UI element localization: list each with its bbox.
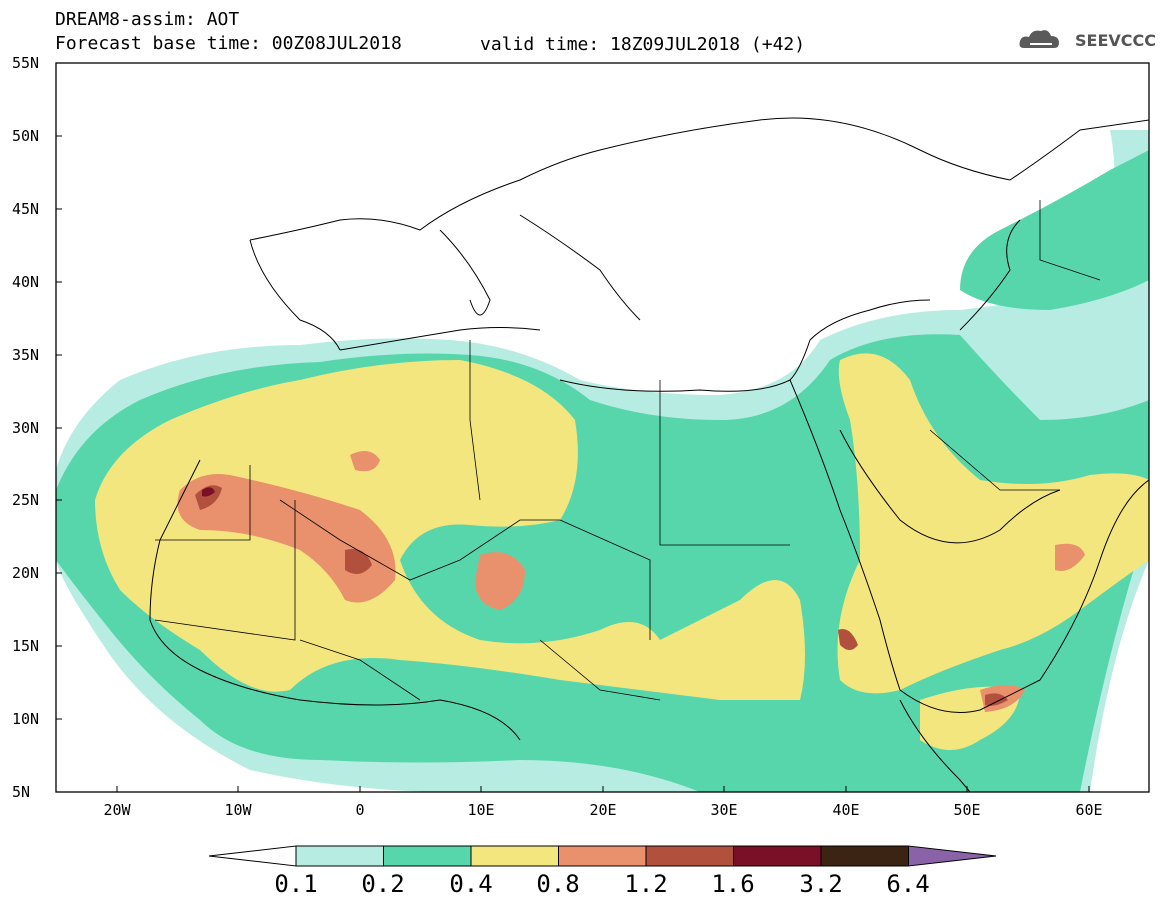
lat-label: 35N [12,346,40,364]
colorbar-seg-1 [295,845,384,867]
lat-label: 20N [12,564,40,582]
logo-text: SEEVCCC [1075,31,1156,50]
colorbar-seg-8 [908,845,997,867]
lon-label: 40E [832,801,860,819]
lat-label: 55N [12,54,40,72]
colorbar-seg-6 [733,845,822,867]
aot-band-1.2-c [985,693,1008,706]
lat-label: 25N [12,491,40,509]
colorbar-label: 0.4 [449,870,493,898]
lat-label: 50N [12,127,40,145]
lon-label: 50E [953,801,981,819]
aot-band-0.4 [95,360,805,700]
aot-band-1.6 [202,487,215,497]
colorbar-label: 0.8 [536,870,580,898]
aot-band-0.2-caspian [960,150,1149,310]
aot-band-0.8-north [350,451,380,472]
aot-band-1.2 [195,485,222,510]
valid-time: valid time: 18Z09JUL2018 (+42) [480,34,806,55]
cloud-logo-icon [1019,30,1059,48]
aot-band-0.8-center [475,552,525,610]
colorbar-label: 0.1 [274,870,318,898]
colorbar-seg-5 [645,845,734,867]
aot-band-1.2-d [838,629,858,650]
map-title: DREAM8-assim: AOT [55,9,240,30]
colorbar-seg-3 [470,845,559,867]
lon-label: 10E [467,801,495,819]
colorbar-seg-4 [558,845,647,867]
aot-band-1.2-b [345,549,372,574]
lat-label: 30N [12,419,40,437]
colorbar-label: 0.2 [361,870,405,898]
lat-label: 40N [12,273,40,291]
colorbar-seg-0 [208,845,297,867]
lat-label: 5N [12,783,31,801]
lat-label: 45N [12,200,40,218]
borders [154,200,1101,701]
colorbar [208,845,997,867]
aot-band-0.8-west [177,474,396,603]
aot-band-0.4-arabia [837,353,1149,694]
lon-label: 0 [355,801,365,819]
colorbar-label: 3.2 [799,870,843,898]
lon-label: 10W [224,801,252,819]
lat-label: 15N [12,637,40,655]
axis-ticks [56,62,1090,792]
colorbar-label: 6.4 [886,870,930,898]
lon-label: 20W [103,801,131,819]
lat-label: 10N [12,710,40,728]
lon-label: 20E [589,801,617,819]
colorbar-label: 1.2 [624,870,668,898]
colorbar-seg-7 [820,845,909,867]
forecast-base-time: Forecast base time: 00Z08JUL2018 [55,33,402,54]
lon-label: 60E [1075,801,1103,819]
colorbar-label: 1.6 [711,870,755,898]
lon-label: 30E [710,801,738,819]
aot-band-0.8-oman [1055,543,1085,571]
colorbar-seg-2 [383,845,472,867]
